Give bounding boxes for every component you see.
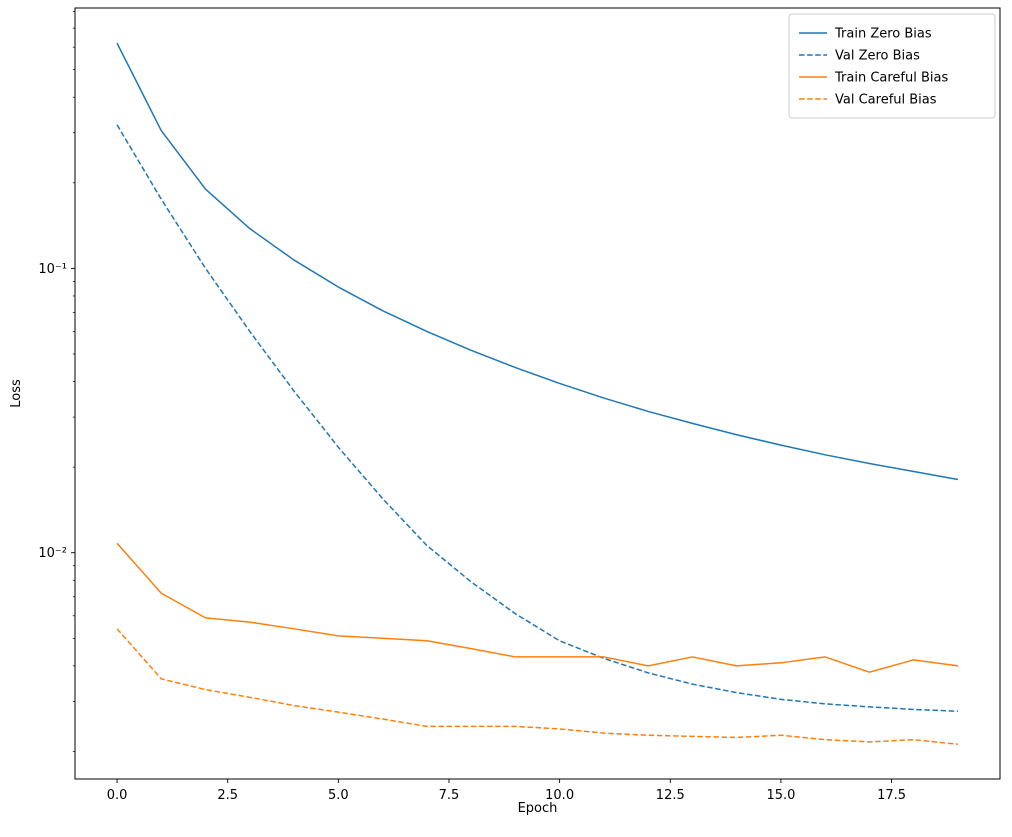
- legend-box: [788, 13, 996, 119]
- x-tick-label: 15.0: [766, 788, 795, 803]
- y-tick-label: 10⁻²: [38, 546, 67, 561]
- x-tick-label: 7.5: [439, 788, 460, 803]
- x-tick-label: 5.0: [328, 788, 349, 803]
- series-line-train-careful-bias: [116, 542, 959, 673]
- x-tick-label: 2.5: [217, 788, 238, 803]
- x-tick-label: 12.5: [656, 788, 685, 803]
- series-line-train-zero-bias: [116, 42, 959, 481]
- series-line-val-careful-bias: [116, 628, 959, 745]
- legend-label-val-zero-bias: Val Zero Bias: [835, 49, 920, 64]
- legend-label-train-careful-bias: Train Careful Bias: [834, 71, 948, 86]
- legend-label-train-zero-bias: Train Zero Bias: [834, 27, 932, 42]
- y-axis-label: Loss: [9, 379, 24, 408]
- series-line-val-zero-bias: [116, 124, 958, 712]
- axes-spines: [74, 7, 1001, 780]
- x-tick-label: 17.5: [877, 788, 906, 803]
- x-axis-label: Epoch: [518, 801, 558, 816]
- y-tick-label: 10⁻¹: [38, 262, 67, 277]
- x-tick-label: 0.0: [107, 788, 128, 803]
- legend-label-val-careful-bias: Val Careful Bias: [835, 93, 937, 108]
- x-tick-label: 10.0: [545, 788, 574, 803]
